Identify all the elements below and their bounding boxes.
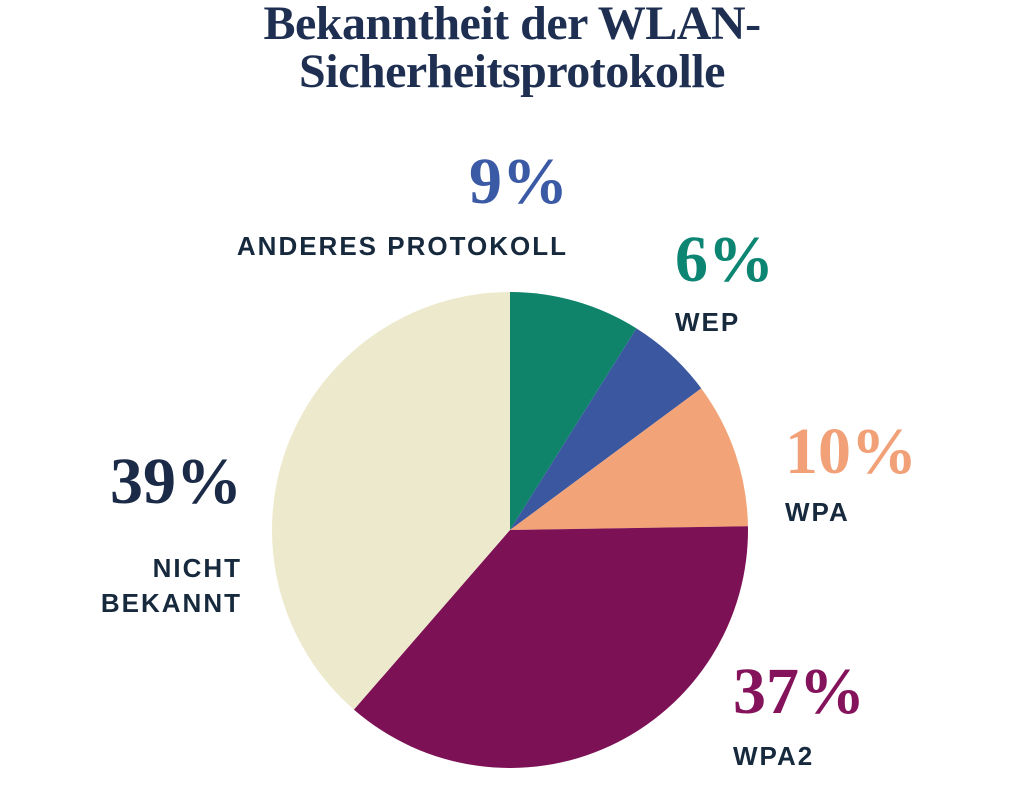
label-wpa: WPA bbox=[785, 497, 850, 528]
label-wpa2: WPA2 bbox=[733, 741, 815, 772]
chart-title: Bekanntheit der WLAN-Sicherheitsprotokol… bbox=[263, 0, 761, 98]
value-wpa: 10% bbox=[785, 415, 917, 488]
callout-anderes-protokoll: 9% ANDERES PROTOKOLL bbox=[237, 148, 568, 263]
pie-chart bbox=[272, 292, 748, 768]
pie-svg bbox=[272, 292, 748, 768]
pie-slice-nicht-bekannt bbox=[272, 292, 510, 710]
value-wpa2: 37% bbox=[733, 655, 865, 728]
label-anderes-protokoll: ANDERES PROTOKOLL bbox=[236, 231, 568, 262]
label-nicht-bekannt: NICHT BEKANNT bbox=[100, 553, 242, 619]
callout-wpa2: 37% WPA2 bbox=[733, 658, 865, 773]
value-anderes-protokoll: 9% bbox=[469, 145, 568, 218]
pie-slice-anderes-protokoll bbox=[510, 292, 637, 530]
pie-slice-wpa2 bbox=[353, 526, 748, 768]
value-wep: 6% bbox=[675, 223, 774, 296]
callout-nicht-bekannt: 39% NICHT BEKANNT bbox=[90, 448, 242, 621]
value-nicht-bekannt: 39% bbox=[110, 445, 242, 518]
callout-wep: 6% WEP bbox=[675, 226, 774, 339]
label-wep: WEP bbox=[675, 307, 741, 338]
pie-slice-wep bbox=[510, 328, 702, 530]
callout-wpa: 10% WPA bbox=[785, 418, 917, 529]
pie-slice-wpa bbox=[510, 388, 748, 530]
